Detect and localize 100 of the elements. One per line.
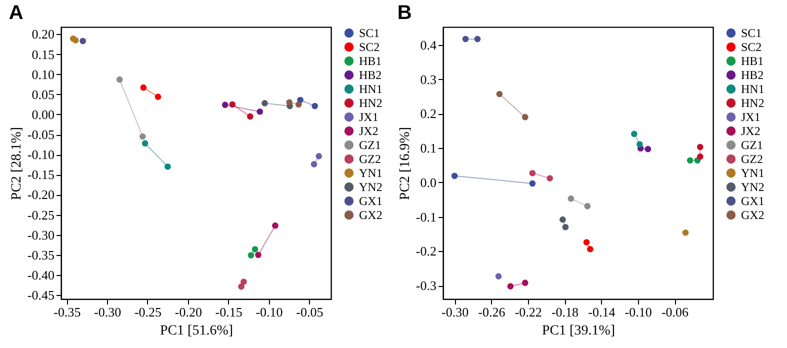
x-tick-label: -0.22 bbox=[514, 304, 542, 320]
y-tick-label: -0.2 bbox=[416, 244, 436, 259]
x-tick-label: -0.10 bbox=[624, 304, 652, 320]
legend-label: GX1 bbox=[359, 194, 382, 208]
y-axis-title: PC2 [16.9%] bbox=[398, 126, 413, 200]
legend-label: JX1 bbox=[741, 110, 760, 124]
y-tick-label: -0.1 bbox=[416, 209, 436, 224]
legend-label: SC1 bbox=[359, 26, 380, 40]
point bbox=[562, 224, 569, 230]
legend-label: HB1 bbox=[359, 54, 382, 68]
y-tick-label: 0.1 bbox=[420, 140, 436, 156]
point bbox=[587, 246, 594, 252]
point bbox=[238, 283, 244, 290]
point bbox=[560, 216, 566, 223]
y-tick-label: -0.15 bbox=[27, 167, 54, 182]
y-tick-label: -0.30 bbox=[27, 227, 54, 242]
y-tick-label: 0.0 bbox=[420, 174, 436, 190]
point bbox=[240, 278, 247, 285]
point bbox=[584, 203, 591, 210]
x-tick-label: -0.35 bbox=[54, 304, 81, 320]
x-tick-label: -0.25 bbox=[134, 304, 162, 320]
legend-label: SC2 bbox=[359, 40, 380, 54]
y-tick-label: 0.05 bbox=[32, 86, 54, 102]
point bbox=[164, 163, 171, 170]
x-tick-label: -0.30 bbox=[94, 304, 122, 320]
point bbox=[644, 146, 652, 152]
point bbox=[222, 102, 228, 108]
x-tick-label: -0.05 bbox=[296, 304, 324, 320]
point bbox=[697, 153, 704, 160]
x-tick-label: -0.06 bbox=[661, 304, 690, 320]
point bbox=[316, 153, 322, 160]
point bbox=[496, 90, 503, 98]
legend-label: GZ1 bbox=[359, 138, 381, 152]
x-tick-label: -0.15 bbox=[215, 304, 242, 320]
y-tick-label: 0.3 bbox=[420, 72, 436, 87]
legend-label: HN2 bbox=[359, 96, 382, 110]
point bbox=[451, 172, 458, 180]
point bbox=[296, 101, 302, 108]
x-tick-label: -0.30 bbox=[442, 304, 469, 320]
y-tick-label: -0.20 bbox=[27, 187, 54, 202]
y-tick-label: -0.45 bbox=[27, 287, 54, 302]
x-tick-label: -0.20 bbox=[174, 304, 202, 320]
x-tick-label: -0.26 bbox=[478, 304, 506, 320]
point bbox=[495, 273, 502, 280]
point bbox=[529, 180, 536, 187]
legend-label: JX2 bbox=[359, 124, 378, 138]
point bbox=[72, 37, 79, 44]
legend-label: HN1 bbox=[359, 82, 382, 96]
legend-label: SC1 bbox=[741, 26, 762, 40]
legend-label: GZ2 bbox=[359, 152, 381, 166]
point bbox=[507, 283, 514, 290]
legend-label: YN1 bbox=[741, 166, 764, 180]
point bbox=[529, 170, 536, 176]
x-axis-title: PC1 [51.6%] bbox=[160, 324, 234, 338]
legend-label: SC2 bbox=[741, 40, 762, 54]
point bbox=[229, 101, 236, 108]
point bbox=[140, 84, 147, 91]
y-tick-label: 0.10 bbox=[32, 66, 54, 82]
x-tick-label: -0.18 bbox=[551, 304, 579, 320]
legend-label: GX2 bbox=[359, 208, 382, 222]
y-tick-label: -0.05 bbox=[27, 127, 54, 142]
y-tick-label: -0.10 bbox=[27, 147, 54, 162]
point bbox=[142, 140, 148, 146]
point bbox=[686, 157, 694, 164]
point bbox=[252, 246, 258, 252]
y-tick-label: 0.15 bbox=[32, 46, 54, 62]
y-tick-label: 0.20 bbox=[32, 26, 54, 42]
point bbox=[255, 252, 262, 258]
point bbox=[139, 133, 146, 140]
point bbox=[568, 195, 574, 202]
point bbox=[247, 113, 254, 120]
point bbox=[474, 36, 481, 42]
legend-label: GX1 bbox=[741, 194, 764, 208]
legend-label: HN1 bbox=[741, 82, 764, 96]
point bbox=[154, 94, 162, 100]
y-tick-label: -0.35 bbox=[27, 247, 54, 262]
legend-label: HN2 bbox=[741, 96, 764, 110]
point bbox=[256, 108, 264, 115]
legend-label: GZ2 bbox=[741, 152, 763, 166]
point bbox=[116, 76, 123, 83]
x-axis-title: PC1 [39.1%] bbox=[542, 324, 616, 338]
point bbox=[262, 100, 268, 106]
x-tick-label: -0.10 bbox=[256, 304, 283, 320]
legend-label: HB1 bbox=[741, 54, 764, 68]
point bbox=[583, 239, 590, 246]
y-tick-label: -0.25 bbox=[27, 207, 54, 222]
point bbox=[631, 130, 638, 138]
y-tick-label: -0.40 bbox=[27, 267, 54, 282]
legend-label: JX2 bbox=[741, 124, 760, 138]
point bbox=[248, 252, 254, 258]
legend-label: GX2 bbox=[741, 208, 764, 222]
chart-title: B bbox=[397, 2, 412, 24]
point bbox=[522, 114, 528, 120]
point bbox=[312, 102, 318, 110]
legend-label: YN1 bbox=[359, 166, 382, 180]
point bbox=[546, 175, 554, 182]
point bbox=[272, 222, 278, 229]
legend-label: HB2 bbox=[741, 68, 764, 82]
y-tick-label: 0.00 bbox=[32, 106, 54, 122]
legend-label: HB2 bbox=[359, 68, 382, 82]
